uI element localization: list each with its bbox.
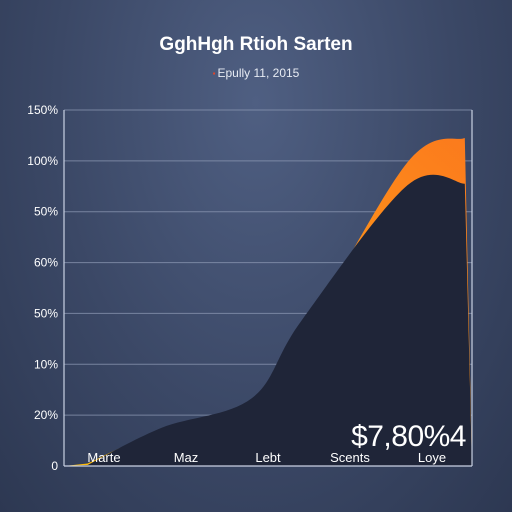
y-tick-label: 60%: [34, 256, 58, 270]
x-category-label: Maz: [174, 450, 199, 465]
y-axis-tick-labels: 150% 100% 50% 60% 50% 10% 20% 0: [27, 103, 58, 473]
y-tick-label: 100%: [27, 154, 58, 168]
value-annotation: $7,80%4: [351, 420, 466, 453]
series-back-area: [64, 174, 472, 467]
x-category-label: Marte: [87, 450, 120, 465]
chart-title: GghHgh Rtioh Sarten: [159, 34, 353, 55]
y-tick-label: 20%: [34, 408, 58, 422]
subtitle-marker-icon: ▪: [212, 69, 216, 79]
x-axis-category-labels: Marte Maz Lebt Scents Loye: [87, 450, 446, 465]
y-tick-label: 50%: [34, 205, 58, 219]
y-tick-label: 50%: [34, 306, 58, 320]
x-category-label: Lebt: [255, 450, 281, 465]
x-category-label: Scents: [330, 450, 370, 465]
y-tick-label: 0: [51, 459, 58, 473]
y-tick-label: 150%: [27, 103, 58, 117]
plot-frame: [63, 110, 473, 467]
y-tick-label: 10%: [34, 357, 58, 371]
subtitle-text: Epully 11, 2015: [217, 66, 300, 80]
x-category-label: Loye: [418, 450, 446, 465]
chart-subtitle: ▪ Epully 11, 2015: [0, 66, 512, 80]
